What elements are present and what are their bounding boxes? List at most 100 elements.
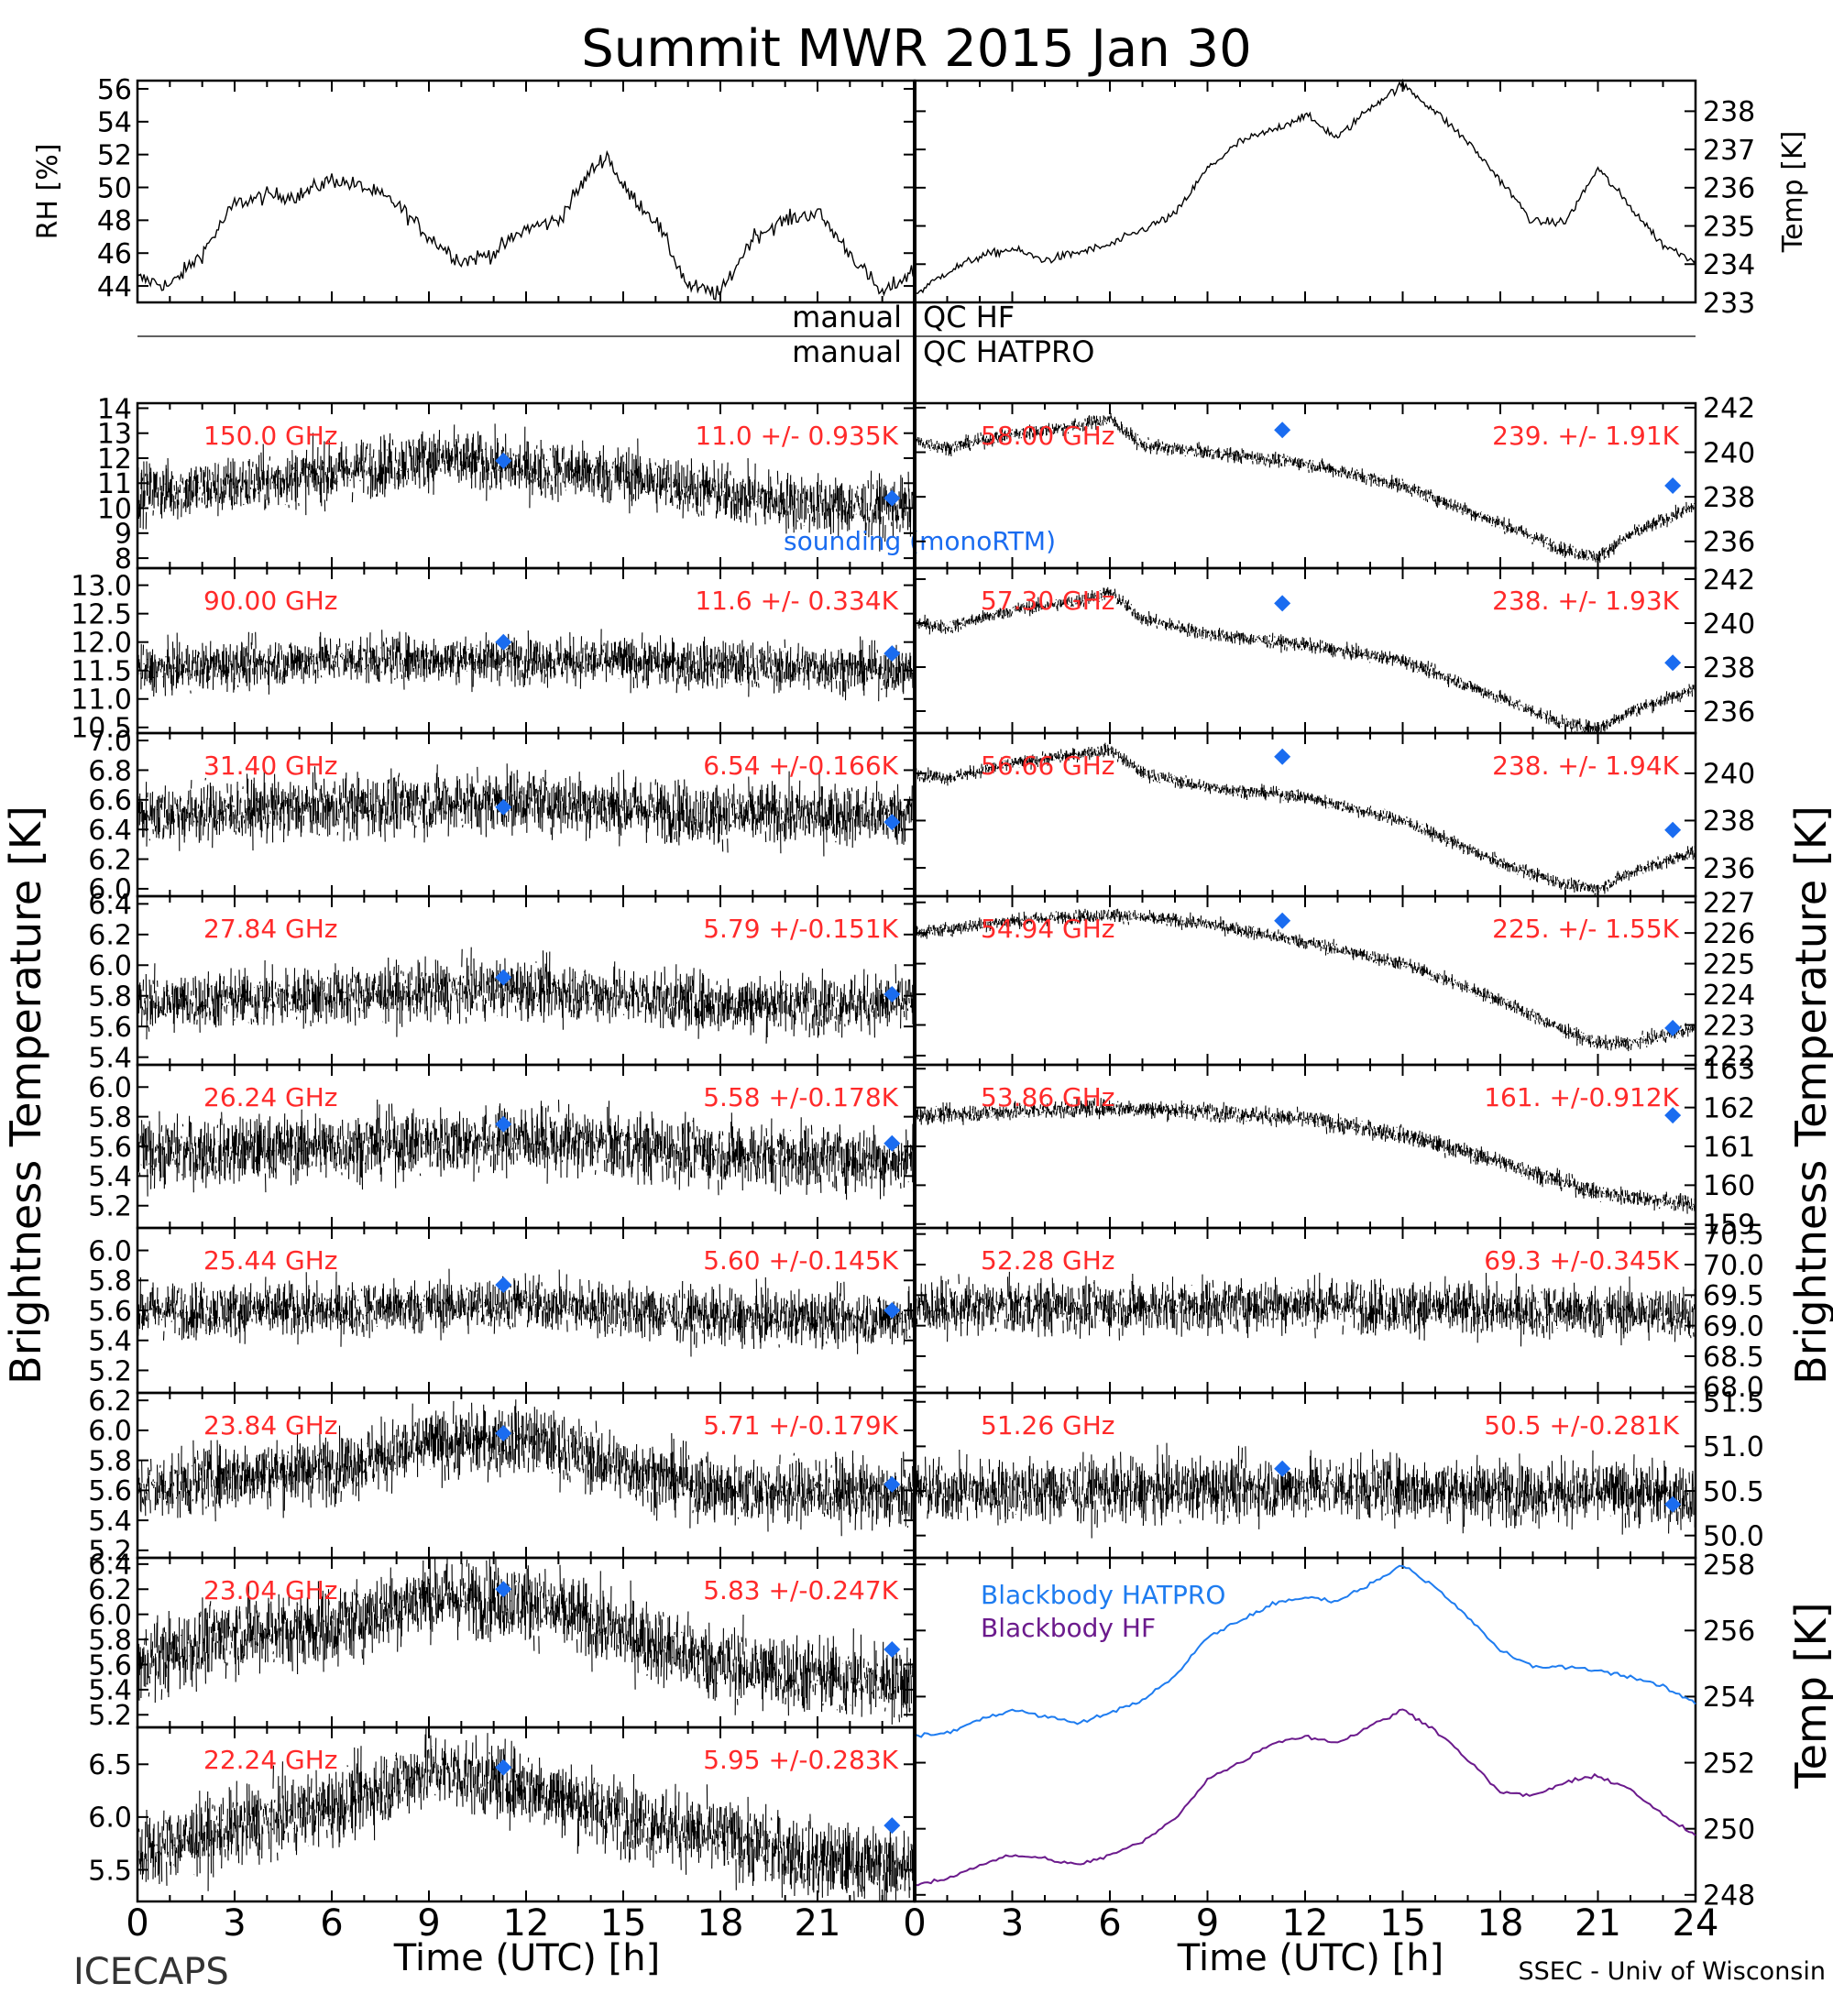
hatpro-52-channel-label: 52.28 GHz <box>981 1245 1115 1276</box>
y-tick-label: 6.0 <box>88 1416 132 1448</box>
y-tick-label: 5.4 <box>88 1326 132 1358</box>
hatpro-57-stats-label: 238. +/- 1.93K <box>1492 586 1679 616</box>
hf-90-stats-label: 11.6 +/- 0.334K <box>695 586 898 616</box>
qc-hatpro-label: QC HATPRO <box>923 334 1094 369</box>
hatpro-53-sounding-marker <box>1664 1107 1682 1124</box>
hf-31-trace <box>137 763 916 857</box>
hatpro-54-sounding-marker <box>1664 1019 1682 1036</box>
y-tick-label: 6.0 <box>88 1235 132 1267</box>
hf-22-sounding-marker <box>495 1759 512 1776</box>
y-tick-label: 12.0 <box>71 627 132 659</box>
y-tick-label: 242 <box>1703 564 1755 597</box>
y-tick-label: 5.4 <box>88 1161 132 1193</box>
hf-150-trace <box>137 423 916 552</box>
y-tick-label: 236 <box>1703 173 1755 205</box>
y-tick-label: 12.5 <box>71 598 132 630</box>
hf-90-sounding-marker <box>495 633 512 651</box>
y-tick-label: 234 <box>1703 249 1755 281</box>
y-tick-label: 163 <box>1703 1054 1755 1086</box>
hf-22-channel-label: 22.24 GHz <box>203 1745 338 1775</box>
y-tick-label: 240 <box>1703 437 1755 469</box>
hf-31-channel-label: 31.40 GHz <box>203 751 338 781</box>
y-tick-label: 6.4 <box>88 815 132 847</box>
hf-150-sounding-marker <box>495 452 512 469</box>
y-tick-label: 5.2 <box>88 1355 132 1387</box>
hatpro-57-sounding-marker <box>1664 654 1682 672</box>
y-tick-label: 12 <box>97 444 132 476</box>
y-tick-label: 256 <box>1703 1616 1755 1648</box>
y-tick-label: 240 <box>1703 608 1755 641</box>
hf-90-sounding-marker <box>884 645 901 663</box>
hf-27-sounding-marker <box>884 986 901 1003</box>
hf-27-stats-label: 5.79 +/-0.151K <box>703 914 898 944</box>
y-tick-label: 160 <box>1703 1170 1755 1202</box>
hf-27-sounding-marker <box>495 969 512 986</box>
hatpro-58-sounding-marker <box>1274 422 1291 439</box>
hf-23-84-channel-label: 23.84 GHz <box>203 1410 338 1441</box>
x-tick-label: 21 <box>1575 1902 1621 1945</box>
y-tick-label: 68.0 <box>1703 1372 1764 1404</box>
y-tick-label: 236 <box>1703 696 1755 729</box>
y-tick-label: 224 <box>1703 980 1755 1012</box>
y-tick-label: 6.4 <box>88 889 132 921</box>
qc-hatpro-manual-label: manual <box>792 334 902 369</box>
hf-23-04-sounding-marker <box>884 1641 901 1659</box>
y-tick-label: 56 <box>97 74 132 106</box>
hatpro-channels: 236 238 240 242 58.00 GHz 239. +/- 1.91K 236 23… <box>913 393 1764 1912</box>
qc-hf-label: QC HF <box>923 300 1015 334</box>
y-tick-label: 7.0 <box>88 726 132 758</box>
y-tick-label: 69.5 <box>1703 1280 1764 1312</box>
y-tick-label: 6.6 <box>88 785 132 817</box>
y-tick-label: 6.5 <box>88 1749 132 1781</box>
x-tick-label: 0 <box>126 1902 148 1945</box>
y-tick-label: 5.8 <box>88 1625 132 1657</box>
y-tick-label: 5.4 <box>88 1675 132 1707</box>
footer-ssec: SSEC - Univ of Wisconsin <box>1519 1957 1826 1986</box>
y-tick-label: 6.8 <box>88 755 132 787</box>
y-tick-label: 5.6 <box>88 1132 132 1164</box>
hf-26-stats-label: 5.58 +/-0.178K <box>703 1082 898 1112</box>
hf-25-trace <box>137 1268 916 1357</box>
y-tick-label: 238 <box>1703 482 1755 514</box>
hf-22-sounding-marker <box>884 1817 901 1835</box>
hf-25-sounding-marker <box>884 1302 901 1319</box>
hatpro-58-stats-label: 239. +/- 1.91K <box>1492 421 1679 451</box>
hatpro-54-channel-label: 54.94 GHz <box>981 914 1115 944</box>
hatpro-51-sounding-marker <box>1274 1460 1291 1477</box>
y-tick-label: 50.0 <box>1703 1520 1764 1552</box>
legend-blackbody-0: Blackbody HATPRO <box>981 1580 1225 1610</box>
hf-31-sounding-marker <box>884 814 901 831</box>
hf-27-channel-label: 27.84 GHz <box>203 914 338 944</box>
y-tick-label: 51.0 <box>1703 1431 1764 1463</box>
y-tick-label: 13 <box>97 419 132 451</box>
y-tick-label: 6.0 <box>88 950 132 982</box>
y-tick-label: 9 <box>115 519 132 551</box>
temp-y-axis-title: Temp [K] <box>1777 131 1809 254</box>
figure-title: Summit MWR 2015 Jan 30 <box>581 19 1252 79</box>
y-tick-label: 5.8 <box>88 981 132 1013</box>
hatpro-51-channel-label: 51.26 GHz <box>981 1410 1115 1441</box>
y-tick-label: 5.8 <box>88 1265 132 1298</box>
y-tick-label: 70.5 <box>1703 1219 1764 1251</box>
hatpro-58-channel-label: 58.00 GHz <box>981 421 1115 451</box>
hatpro-56-sounding-marker <box>1664 821 1682 838</box>
x-tick-label: 15 <box>600 1902 647 1945</box>
y-tick-label: 236 <box>1703 527 1755 559</box>
y-tick-label: 248 <box>1703 1880 1755 1912</box>
y-tick-label: 252 <box>1703 1748 1755 1780</box>
y-tick-label: 10 <box>97 493 132 525</box>
y-tick-label: 237 <box>1703 135 1755 167</box>
y-tick-label: 44 <box>97 271 132 303</box>
y-tick-label: 10.5 <box>71 713 132 745</box>
y-tick-label: 254 <box>1703 1682 1755 1714</box>
hf-31-sounding-marker <box>495 798 512 816</box>
y-tick-label: 242 <box>1703 393 1755 425</box>
y-tick-label: 236 <box>1703 853 1755 885</box>
y-tick-label: 6.0 <box>88 1072 132 1104</box>
y-tick-label: 5.2 <box>88 1191 132 1223</box>
blackbody-series-1 <box>914 1708 1696 1887</box>
hf-150-sounding-marker <box>884 489 901 507</box>
hf-25-channel-label: 25.44 GHz <box>203 1245 338 1276</box>
y-tick-label: 240 <box>1703 759 1755 791</box>
hatpro-53-stats-label: 161. +/-0.912K <box>1484 1082 1679 1112</box>
